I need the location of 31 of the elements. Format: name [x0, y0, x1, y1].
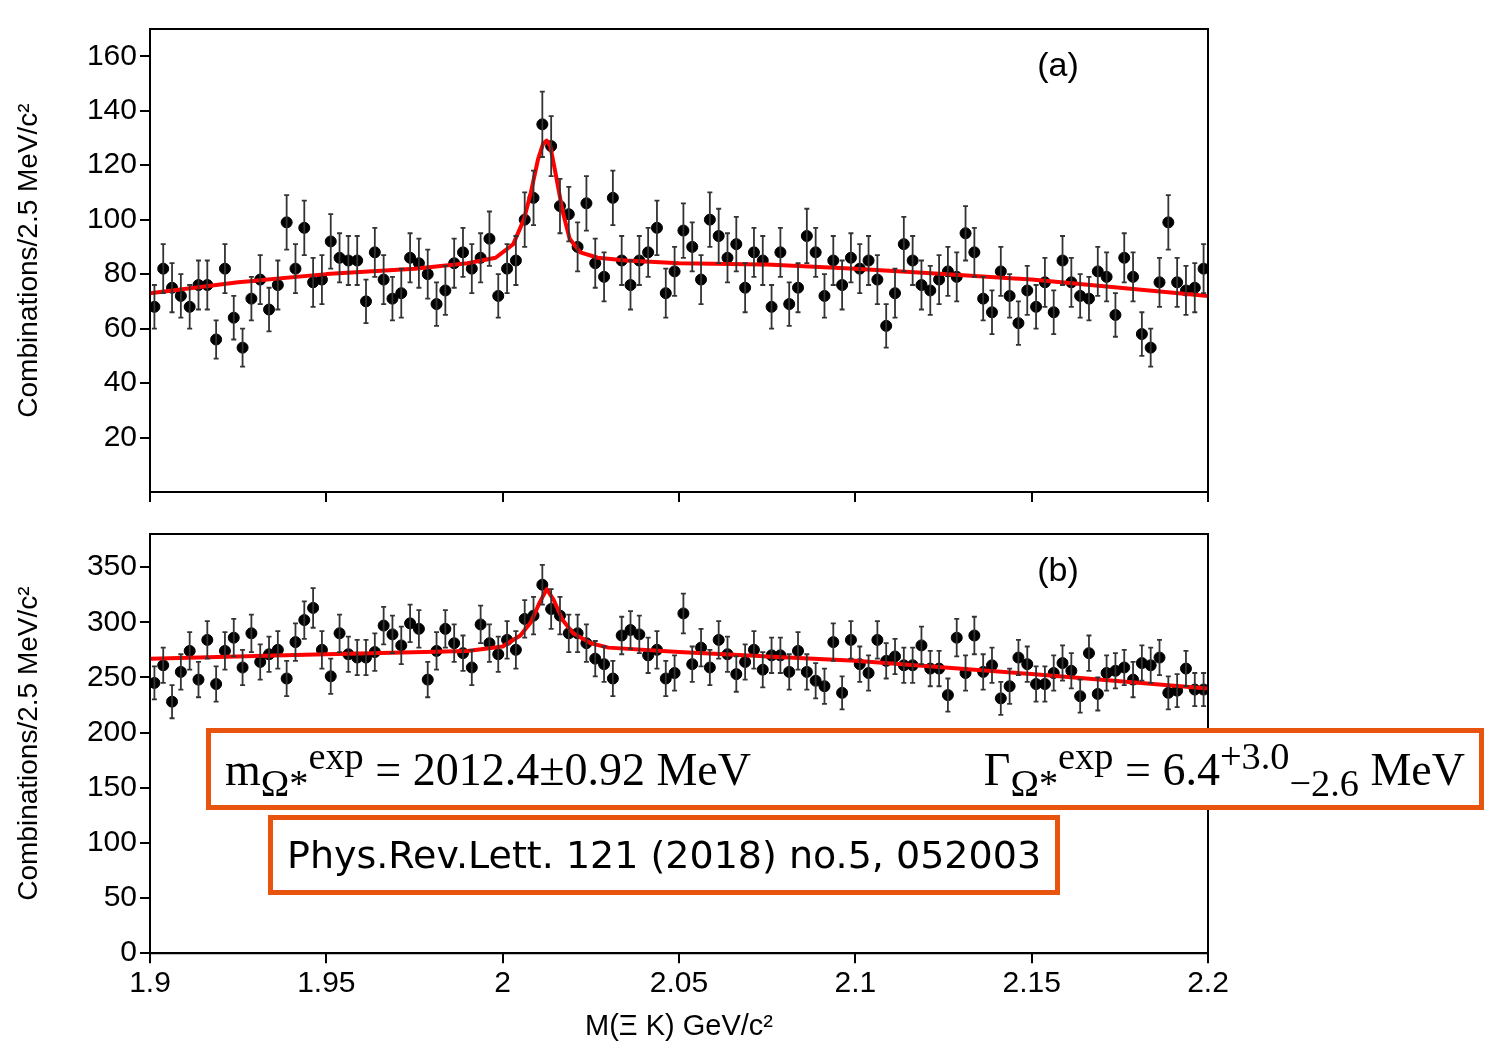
y-tick-label: 40	[103, 364, 137, 398]
y-tick-label: 60	[103, 309, 137, 343]
y-axis-title: Combinations/2.5 MeV/c²	[11, 103, 43, 418]
x-tick-label: 2	[494, 965, 512, 999]
x-tick-label: 2.2	[1187, 965, 1229, 999]
y-axis-title: Combinations/2.5 MeV/c²	[11, 586, 43, 901]
x-tick-label: 2.05	[649, 965, 709, 999]
y-tick-label: 120	[86, 146, 137, 180]
annotation: Phys.Rev.Lett. 121 (2018) no.5, 052003	[268, 815, 1061, 895]
y-tick-label: 300	[86, 603, 137, 637]
y-tick-label: 50	[103, 879, 137, 913]
annotation: (a)	[1037, 45, 1079, 84]
y-tick-label: 0	[120, 934, 137, 968]
x-axis-title: M(Ξ K) GeV/c²	[584, 1008, 774, 1041]
x-tick-label: 1.95	[297, 965, 356, 999]
y-tick-label: 150	[86, 768, 137, 802]
y-tick-label: 160	[86, 37, 137, 71]
y-tick-label: 100	[86, 200, 137, 234]
x-tick-label: 1.9	[129, 965, 171, 999]
annotation: (b)	[1037, 550, 1079, 589]
y-tick-label: 100	[86, 824, 137, 858]
y-tick-label: 20	[103, 418, 137, 452]
y-tick-label: 350	[86, 548, 137, 582]
annotation: Γ$_{Ω*}$$^{exp}$ = 6.4$^{+3.0}$$_{−2.6}$ MeV	[983, 733, 1465, 805]
x-tick-label: 2.1	[834, 965, 877, 999]
y-tick-label: 80	[103, 255, 137, 289]
x-tick-label: 2.15	[1002, 965, 1061, 999]
y-tick-label: 250	[86, 658, 137, 692]
y-tick-label: 200	[86, 713, 137, 747]
y-tick-label: 140	[86, 91, 137, 125]
annotation: m$_{Ω*}$$^{exp}$ = 2012.4±0.92 MeV	[225, 733, 752, 805]
